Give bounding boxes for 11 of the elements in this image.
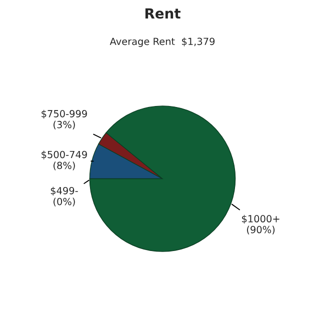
data-label: (90%) xyxy=(247,226,275,234)
chart-title: Rent xyxy=(145,8,181,19)
slice-label: $750-999 xyxy=(42,110,87,119)
data-label: (3%) xyxy=(54,120,75,130)
data-label: (8%) xyxy=(54,162,75,170)
chart-subtitle: Average Rent $1,379 xyxy=(110,38,215,47)
pie-slice xyxy=(89,106,236,252)
slice-label: $1000+ xyxy=(242,214,280,224)
text: (0%) xyxy=(54,198,75,206)
slice-label: $500-749 xyxy=(42,150,87,160)
legend-label: $499- xyxy=(50,186,78,196)
